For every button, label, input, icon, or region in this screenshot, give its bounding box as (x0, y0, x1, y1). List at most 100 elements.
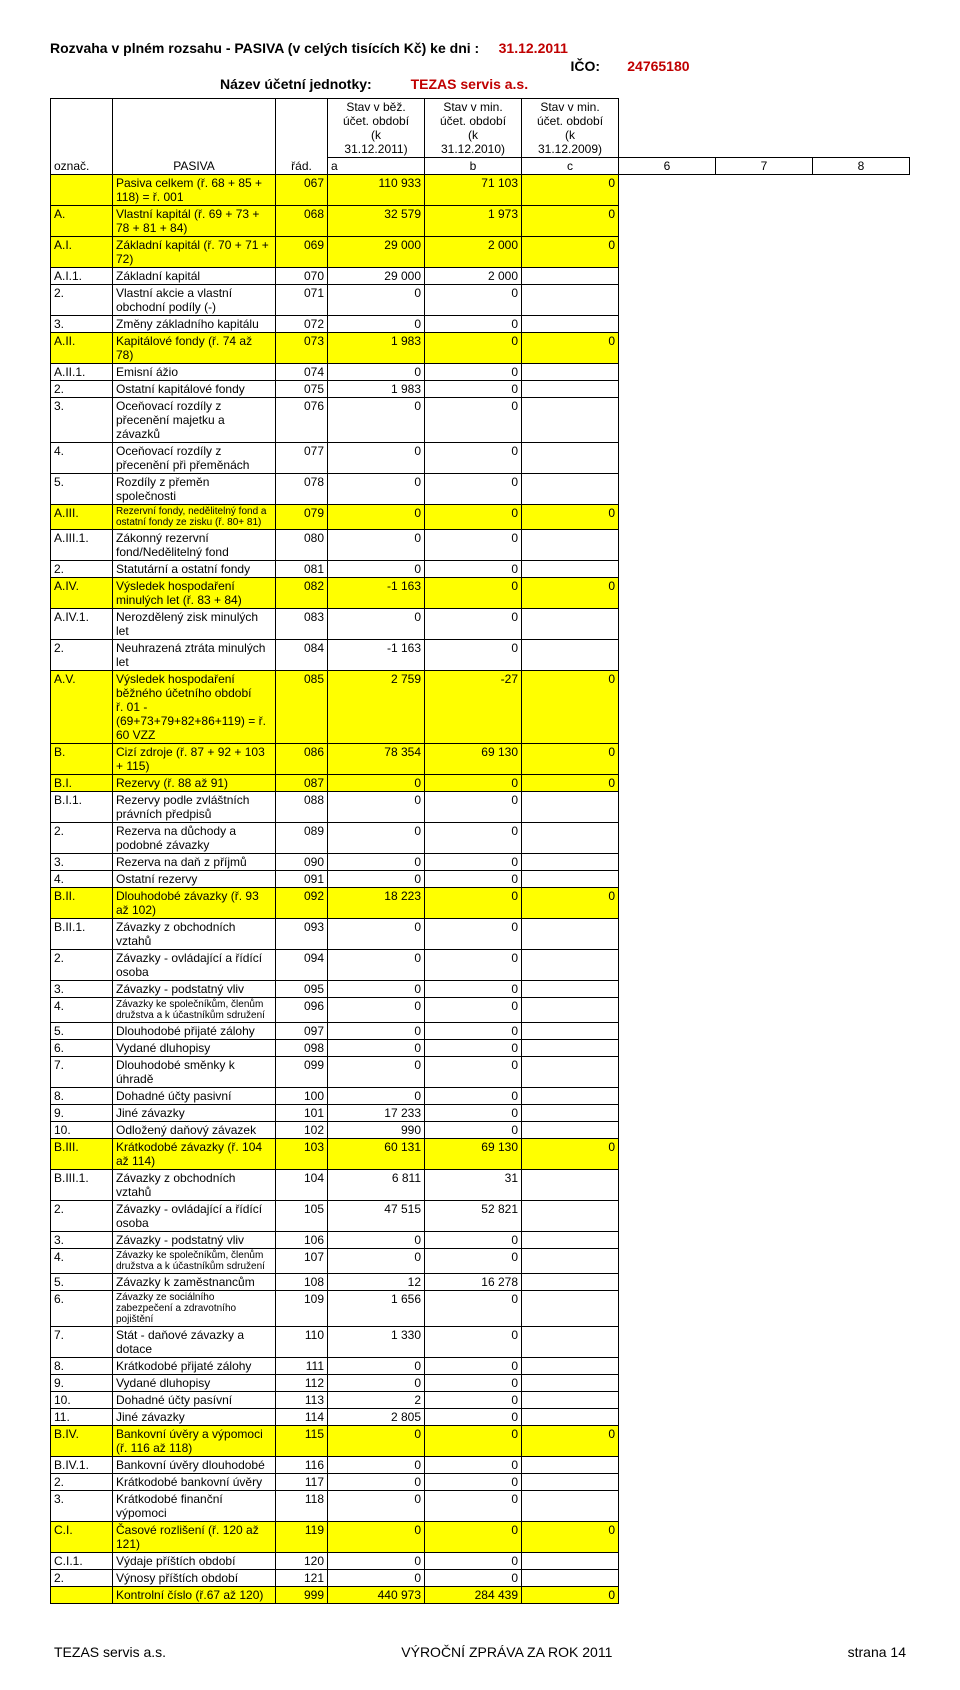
cell-value: 52 821 (425, 1201, 522, 1232)
cell-rad: 070 (276, 268, 328, 285)
table-row: 9.Jiné závazky10117 2330 (51, 1105, 910, 1122)
cell-rad: 091 (276, 871, 328, 888)
cell-rad: 079 (276, 505, 328, 530)
cell-oznac: A.I. (51, 237, 113, 268)
table-row: B.I.Rezervy (ř. 88 až 91)087000 (51, 775, 910, 792)
cell-value (522, 1474, 619, 1491)
cell-rad: 075 (276, 381, 328, 398)
hdr-a: a (328, 158, 425, 175)
cell-value: 0 (328, 505, 425, 530)
cell-value: 0 (425, 1358, 522, 1375)
cell-value: 0 (328, 1088, 425, 1105)
cell-value: 0 (425, 530, 522, 561)
table-row: Kontrolní číslo (ř.67 až 120)999440 9732… (51, 1587, 910, 1604)
table-row: 5.Závazky k zaměstnancům1081216 278 (51, 1274, 910, 1291)
cell-pasiva: Pasiva celkem (ř. 68 + 85 + 118) = ř. 00… (113, 175, 276, 206)
cell-pasiva: Základní kapitál (113, 268, 276, 285)
cell-value: 0 (522, 175, 619, 206)
cell-pasiva: Výnosy příštích období (113, 1570, 276, 1587)
cell-oznac: B.IV. (51, 1426, 113, 1457)
cell-oznac: 4. (51, 998, 113, 1023)
cell-pasiva: Dlouhodobé přijaté zálohy (113, 1023, 276, 1040)
table-row: B.II.1.Závazky z obchodních vztahů09300 (51, 919, 910, 950)
table-row: 2.Vlastní akcie a vlastní obchodní podíl… (51, 285, 910, 316)
cell-rad: 121 (276, 1570, 328, 1587)
cell-pasiva: Vydané dluhopisy (113, 1040, 276, 1057)
cell-oznac: A.IV.1. (51, 609, 113, 640)
table-row: 9.Vydané dluhopisy11200 (51, 1375, 910, 1392)
col6-l3: (k (371, 128, 381, 142)
cell-value (522, 1291, 619, 1327)
cell-value (522, 998, 619, 1023)
table-row: 7.Dlouhodobé směnky k úhradě09900 (51, 1057, 910, 1088)
title-prefix: Rozvaha v plném rozsahu - PASIVA (v celý… (50, 40, 479, 56)
cell-value: 2 000 (425, 237, 522, 268)
table-row: 4.Závazky ke společníkům, členům družstv… (51, 1249, 910, 1274)
cell-pasiva: Závazky z obchodních vztahů (113, 919, 276, 950)
cell-value (522, 530, 619, 561)
cell-pasiva: Jiné závazky (113, 1105, 276, 1122)
cell-rad: 999 (276, 1587, 328, 1604)
cell-rad: 103 (276, 1139, 328, 1170)
hdr-b: b (425, 158, 522, 175)
cell-value: 0 (328, 285, 425, 316)
cell-rad: 097 (276, 1023, 328, 1040)
cell-oznac: A.III.1. (51, 530, 113, 561)
title-date: 31.12.2011 (499, 40, 568, 56)
cell-value: 0 (522, 578, 619, 609)
cell-value (522, 398, 619, 443)
cell-value: 0 (328, 364, 425, 381)
cell-oznac: 2. (51, 823, 113, 854)
cell-value (522, 1358, 619, 1375)
cell-oznac: 10. (51, 1122, 113, 1139)
cell-value (522, 316, 619, 333)
cell-oznac: 6. (51, 1040, 113, 1057)
col8-l2: účet. období (537, 114, 603, 128)
cell-value: 2 805 (328, 1409, 425, 1426)
cell-value (522, 1201, 619, 1232)
cell-rad: 120 (276, 1553, 328, 1570)
cell-rad: 110 (276, 1327, 328, 1358)
table-row: 3.Oceňovací rozdíly z přecenění majetku … (51, 398, 910, 443)
cell-oznac: A.I.1. (51, 268, 113, 285)
cell-pasiva: Vydané dluhopisy (113, 1375, 276, 1392)
cell-oznac: B.III.1. (51, 1170, 113, 1201)
cell-value: 17 233 (328, 1105, 425, 1122)
cell-rad: 073 (276, 333, 328, 364)
cell-value: 0 (522, 206, 619, 237)
cell-pasiva: Závazky z obchodních vztahů (113, 1170, 276, 1201)
table-row: A.I.Základní kapitál (ř. 70 + 71 + 72)06… (51, 237, 910, 268)
cell-pasiva: Závazky k zaměstnancům (113, 1274, 276, 1291)
cell-value: 0 (328, 1232, 425, 1249)
cell-pasiva: Základní kapitál (ř. 70 + 71 + 72) (113, 237, 276, 268)
cell-oznac: B.I. (51, 775, 113, 792)
cell-pasiva: Zákonný rezervní fond/Nedělitelný fond (113, 530, 276, 561)
table-row: 3.Závazky - podstatný vliv10600 (51, 1232, 910, 1249)
col7-l2: účet. období (440, 114, 506, 128)
cell-value: 31 (425, 1170, 522, 1201)
hdr-oznac: označ. (51, 99, 113, 175)
cell-value: 0 (425, 1122, 522, 1139)
cell-value (522, 1491, 619, 1522)
cell-rad: 111 (276, 1358, 328, 1375)
cell-value (522, 285, 619, 316)
cell-oznac: 4. (51, 443, 113, 474)
cell-pasiva: Cizí zdroje (ř. 87 + 92 + 103 + 115) (113, 744, 276, 775)
cell-rad: 094 (276, 950, 328, 981)
cell-value (522, 871, 619, 888)
cell-value: 0 (522, 333, 619, 364)
table-row: A.II.1.Emisní ážio07400 (51, 364, 910, 381)
cell-value: 0 (522, 888, 619, 919)
cell-value: 1 656 (328, 1291, 425, 1327)
cell-value: 0 (328, 474, 425, 505)
cell-value: 0 (522, 671, 619, 744)
cell-value: 0 (425, 888, 522, 919)
cell-rad: 078 (276, 474, 328, 505)
cell-value: 0 (425, 398, 522, 443)
cell-value: 2 759 (328, 671, 425, 744)
cell-value: 16 278 (425, 1274, 522, 1291)
cell-value: 0 (425, 640, 522, 671)
cell-value: 0 (425, 1291, 522, 1327)
cell-value: 0 (522, 505, 619, 530)
cell-value: 0 (328, 792, 425, 823)
